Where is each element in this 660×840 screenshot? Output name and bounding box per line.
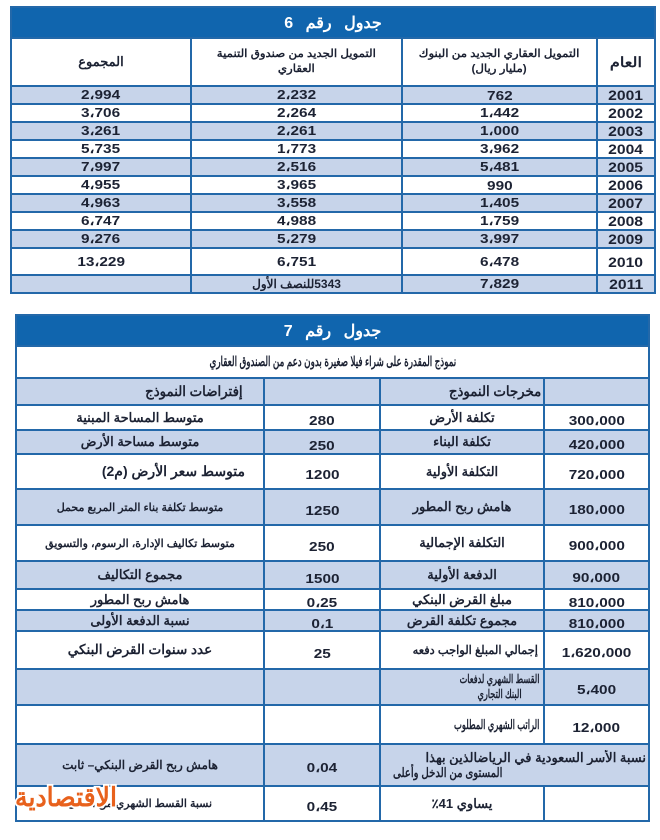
svg-text:الاقتصادية: الاقتصادية (15, 782, 117, 812)
